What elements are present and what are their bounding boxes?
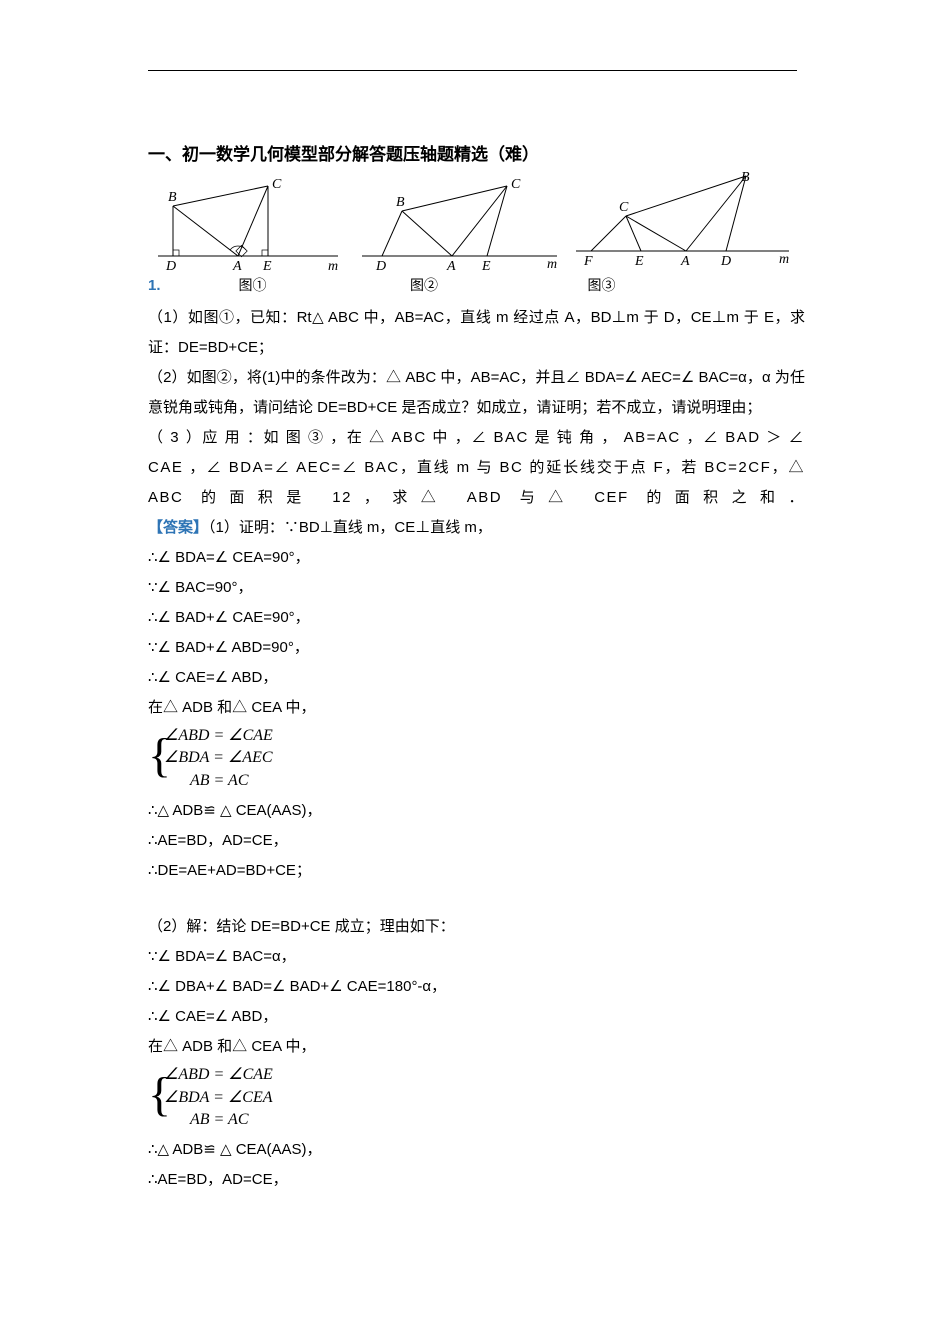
fig1-label-m: m bbox=[328, 259, 338, 271]
figure-row: B C D A E m B C D A E m bbox=[148, 171, 805, 271]
fig1-label-C: C bbox=[272, 177, 282, 192]
section-title: 一、初一数学几何模型部分解答题压轴题精选（难） bbox=[148, 140, 805, 165]
answer-2-line-2: ∴∠ DBA+∠ BAD=∠ BAD+∠ CAE=180°-α， bbox=[148, 972, 805, 1002]
fig3-label-A: A bbox=[680, 254, 690, 269]
fig2-label-A: A bbox=[446, 259, 456, 271]
figure-2: B C D A E m bbox=[352, 176, 567, 271]
brace-icon: { bbox=[148, 725, 171, 792]
fig3-caption: 图③ bbox=[532, 275, 672, 295]
fig2-label-C: C bbox=[511, 177, 521, 192]
answer-1-line-4: ∵∠ BAD+∠ ABD=90°， bbox=[148, 633, 805, 663]
answer-2-eq-2: ∠BDA = ∠CEA bbox=[164, 1087, 805, 1109]
brace-icon: { bbox=[148, 1064, 171, 1131]
figure-3: B C F E A D m bbox=[571, 171, 796, 271]
fig3-label-E: E bbox=[634, 254, 644, 269]
answer-1-line-3: ∴∠ BAD+∠ CAE=90°， bbox=[148, 603, 805, 633]
answer-1-eq-2: ∠BDA = ∠AEC bbox=[164, 747, 805, 769]
answer-2-intro: （2）解：结论 DE=BD+CE 成立；理由如下： bbox=[148, 912, 805, 942]
answer-1-eq-3: AB = AC bbox=[164, 770, 805, 792]
fig2-label-B: B bbox=[396, 195, 405, 210]
answer-2-system: { ∠ABD = ∠CAE ∠BDA = ∠CEA AB = AC bbox=[148, 1064, 805, 1131]
fig2-label-E: E bbox=[481, 259, 491, 271]
answer-2-line-5: ∴△ ADB≌ △ CEA(AAS)， bbox=[148, 1135, 805, 1165]
fig3-label-m: m bbox=[779, 252, 789, 267]
problem-part-2: （2）如图②，将(1)中的条件改为：△ ABC 中，AB=AC，并且∠ BDA=… bbox=[148, 363, 805, 423]
answer-1-line-5: ∴∠ CAE=∠ ABD， bbox=[148, 663, 805, 693]
question-number: 1. bbox=[148, 277, 161, 294]
fig3-label-C: C bbox=[619, 200, 629, 215]
answer-1-line-2: ∵∠ BAC=90°， bbox=[148, 573, 805, 603]
answer-2-eq-1: ∠ABD = ∠CAE bbox=[164, 1064, 805, 1086]
answer-2-line-3: ∴∠ CAE=∠ ABD， bbox=[148, 1002, 805, 1032]
answer-1-line-7: ∴△ ADB≌ △ CEA(AAS)， bbox=[148, 796, 805, 826]
caption-row: 1. 图① 图② 图③ bbox=[148, 275, 805, 295]
fig1-label-E: E bbox=[262, 259, 272, 271]
answer-1-line-1: ∴∠ BDA=∠ CEA=90°， bbox=[148, 543, 805, 573]
fig3-label-D: D bbox=[720, 254, 731, 269]
answer-2-line-6: ∴AE=BD，AD=CE， bbox=[148, 1165, 805, 1195]
fig1-caption: 图① bbox=[189, 275, 317, 295]
fig3-label-B: B bbox=[741, 171, 750, 185]
answer-1-line-6: 在△ ADB 和△ CEA 中， bbox=[148, 693, 805, 723]
answer-2-eq-3: AB = AC bbox=[164, 1109, 805, 1131]
fig1-label-A: A bbox=[232, 259, 242, 271]
fig1-label-B: B bbox=[168, 190, 177, 205]
problem-part-1: （1）如图①，已知：Rt△ ABC 中，AB=AC，直线 m 经过点 A，BD⊥… bbox=[148, 303, 805, 363]
answer-1-system: { ∠ABD = ∠CAE ∠BDA = ∠AEC AB = AC bbox=[148, 725, 805, 792]
answer-label: 【答案】 bbox=[148, 519, 208, 536]
answer-1-eq-1: ∠ABD = ∠CAE bbox=[164, 725, 805, 747]
fig3-label-F: F bbox=[583, 254, 593, 269]
fig2-label-D: D bbox=[375, 259, 386, 271]
figure-1: B C D A E m bbox=[148, 176, 348, 271]
fig1-label-D: D bbox=[165, 259, 176, 271]
answer-1-intro-text: （1）证明：∵BD⊥直线 m，CE⊥直线 m， bbox=[208, 519, 492, 536]
answer-1-line-9: ∴DE=AE+AD=BD+CE； bbox=[148, 856, 805, 886]
top-rule bbox=[148, 70, 797, 71]
problem-part-3: （ 3 ）应 用 ：如 图 ③ ，在 △ ABC 中 ，∠ BAC 是 钝 角 … bbox=[148, 423, 805, 513]
answer-2-line-1: ∵∠ BDA=∠ BAC=α， bbox=[148, 942, 805, 972]
answer-2-line-4: 在△ ADB 和△ CEA 中， bbox=[148, 1032, 805, 1062]
fig2-label-m: m bbox=[547, 257, 557, 271]
answer-1-line-8: ∴AE=BD，AD=CE， bbox=[148, 826, 805, 856]
fig2-caption: 图② bbox=[317, 275, 532, 295]
answer-1-intro: 【答案】（1）证明：∵BD⊥直线 m，CE⊥直线 m， bbox=[148, 513, 805, 543]
